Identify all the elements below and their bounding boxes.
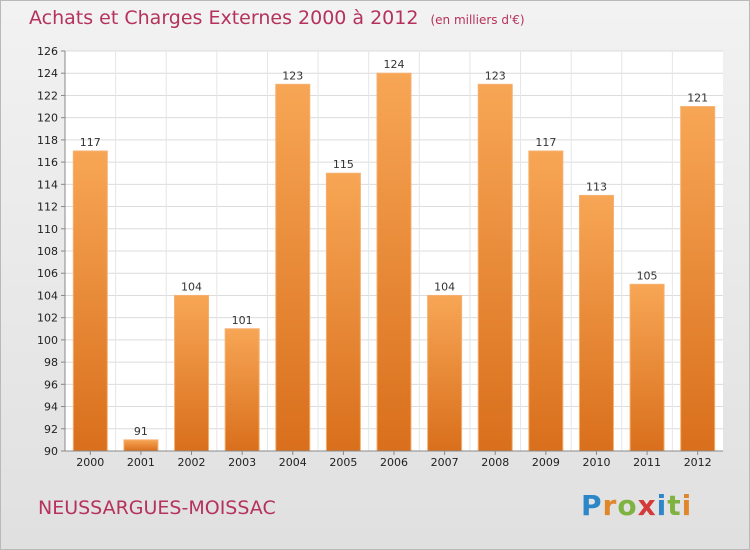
bar-value-label: 123 bbox=[282, 69, 303, 82]
bar bbox=[578, 194, 614, 452]
bar bbox=[275, 83, 311, 452]
x-tick-label: 2008 bbox=[481, 456, 509, 469]
y-tick-label: 110 bbox=[37, 223, 58, 236]
proxiti-logo: Proxiti bbox=[581, 489, 692, 522]
bar-value-label: 91 bbox=[134, 425, 148, 438]
x-tick-label: 2012 bbox=[684, 456, 712, 469]
bar bbox=[224, 328, 260, 452]
location-label: NEUSSARGUES-MOISSAC bbox=[38, 497, 276, 519]
y-tick-label: 102 bbox=[37, 312, 58, 325]
logo-letter: i bbox=[681, 489, 693, 522]
bar bbox=[376, 72, 412, 452]
x-tick-label: 2001 bbox=[127, 456, 155, 469]
x-tick-label: 2005 bbox=[329, 456, 357, 469]
logo-letter: i bbox=[656, 489, 668, 522]
bar-value-label: 121 bbox=[687, 92, 708, 105]
bar-value-label: 117 bbox=[80, 136, 101, 149]
x-tick-label: 2002 bbox=[178, 456, 206, 469]
y-tick-label: 106 bbox=[37, 267, 58, 280]
bar-value-label: 104 bbox=[181, 280, 202, 293]
x-tick-label: 2011 bbox=[633, 456, 661, 469]
bar-value-label: 101 bbox=[232, 314, 253, 327]
logo-letter: o bbox=[617, 489, 638, 522]
bar bbox=[477, 83, 513, 452]
x-tick-label: 2007 bbox=[431, 456, 459, 469]
bar-value-label: 105 bbox=[637, 269, 658, 282]
y-tick-label: 120 bbox=[37, 112, 58, 125]
y-tick-label: 118 bbox=[37, 134, 58, 147]
chart-title-text: Achats et Charges Externes 2000 à 2012 bbox=[29, 7, 419, 29]
logo-letter: t bbox=[667, 489, 682, 522]
x-tick-label: 2004 bbox=[279, 456, 307, 469]
bar-value-label: 113 bbox=[586, 180, 607, 193]
bar bbox=[174, 294, 210, 452]
bar-value-label: 104 bbox=[434, 280, 455, 293]
bar bbox=[325, 172, 361, 452]
y-tick-label: 94 bbox=[44, 401, 58, 414]
x-tick-label: 2003 bbox=[228, 456, 256, 469]
x-tick-label: 2006 bbox=[380, 456, 408, 469]
x-tick-label: 2000 bbox=[76, 456, 104, 469]
x-tick-label: 2010 bbox=[582, 456, 610, 469]
chart-title: Achats et Charges Externes 2000 à 2012 (e… bbox=[29, 7, 525, 29]
bar-value-label: 117 bbox=[535, 136, 556, 149]
bar bbox=[123, 439, 159, 452]
x-tick-label: 2009 bbox=[532, 456, 560, 469]
bar bbox=[680, 106, 716, 452]
y-tick-label: 112 bbox=[37, 201, 58, 214]
y-tick-label: 124 bbox=[37, 67, 58, 80]
logo-letter: r bbox=[602, 489, 618, 522]
logo-letter: P bbox=[581, 489, 603, 522]
y-tick-label: 126 bbox=[37, 45, 58, 58]
bar bbox=[629, 283, 665, 452]
logo-letter: x bbox=[637, 489, 657, 522]
bar bbox=[427, 294, 463, 452]
bar bbox=[528, 150, 564, 452]
y-tick-label: 104 bbox=[37, 289, 58, 302]
y-tick-label: 100 bbox=[37, 334, 58, 347]
y-tick-label: 92 bbox=[44, 423, 58, 436]
bar bbox=[72, 150, 108, 452]
y-tick-label: 96 bbox=[44, 378, 58, 391]
y-tick-label: 116 bbox=[37, 156, 58, 169]
bar-value-label: 124 bbox=[384, 58, 405, 71]
y-tick-label: 90 bbox=[44, 445, 58, 458]
y-tick-label: 114 bbox=[37, 178, 58, 191]
bar-value-label: 123 bbox=[485, 69, 506, 82]
y-tick-label: 122 bbox=[37, 89, 58, 102]
bar-value-label: 115 bbox=[333, 158, 354, 171]
chart-unit: (en milliers d'€) bbox=[430, 13, 525, 27]
y-tick-label: 108 bbox=[37, 245, 58, 258]
y-tick-label: 98 bbox=[44, 356, 58, 369]
